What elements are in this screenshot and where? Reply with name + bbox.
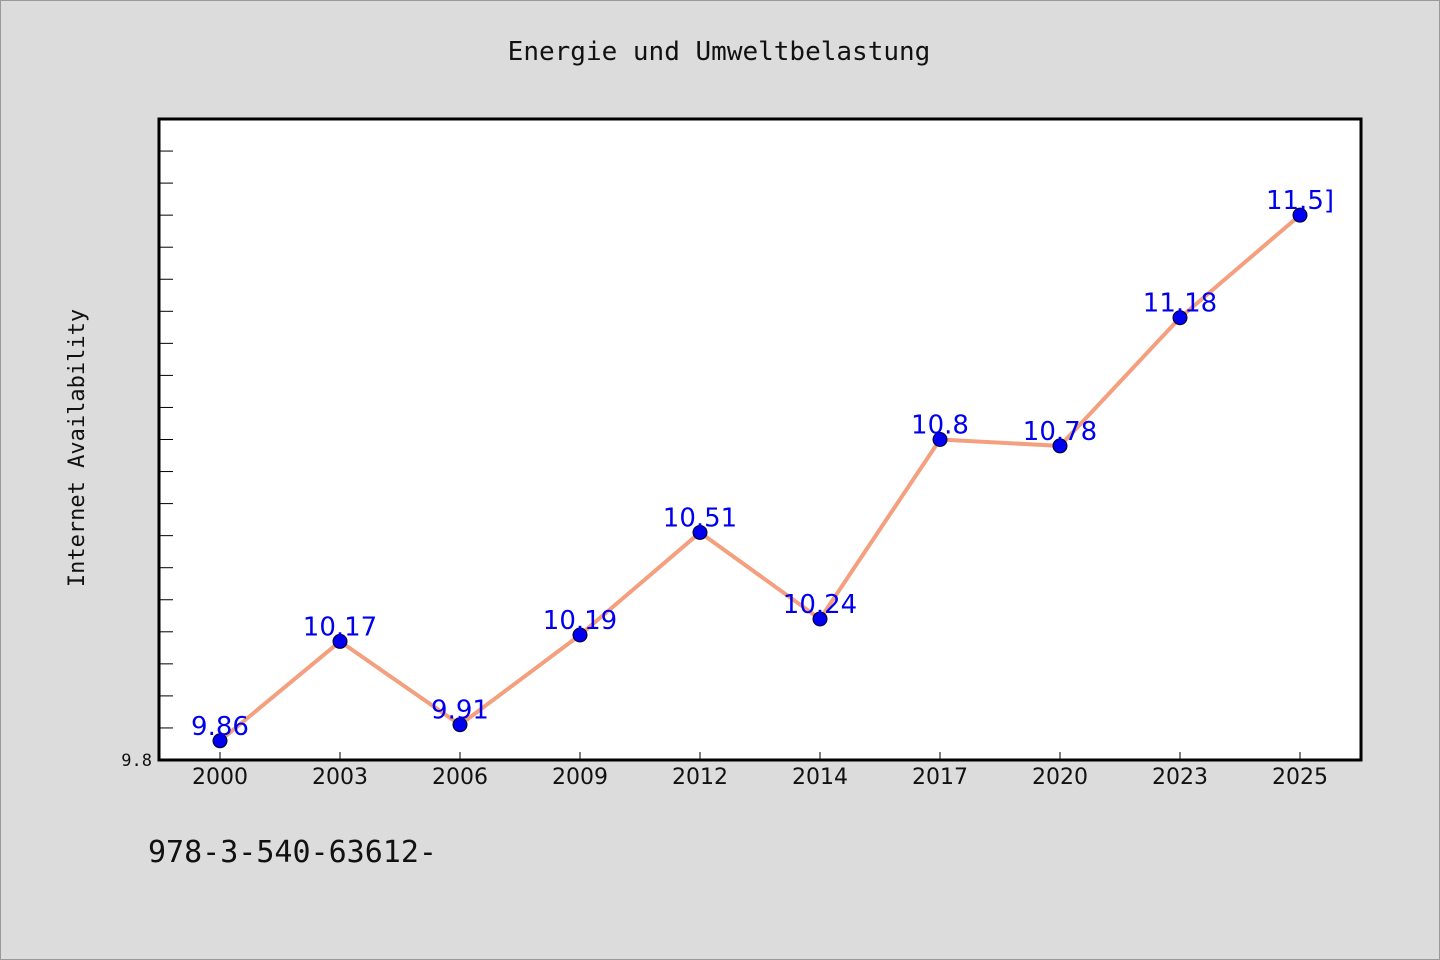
data-label: 11.5] — [1266, 186, 1334, 216]
x-tick-label: 2012 — [672, 765, 728, 790]
data-point — [1292, 207, 1308, 223]
data-point — [812, 611, 828, 627]
x-tick-label: 2025 — [1272, 765, 1328, 790]
data-label: 11.18 — [1143, 289, 1217, 319]
data-point — [332, 633, 348, 649]
footer-code: 978-3-540-63612- — [148, 835, 437, 870]
data-label: 9.91 — [431, 696, 489, 726]
plot-area — [157, 117, 1363, 762]
x-axis-ticks: 2000 2003 2006 2009 2012 2014 2017 2020 2023 2025 — [192, 752, 1328, 790]
data-point — [572, 627, 588, 643]
x-tick-label: 2006 — [432, 765, 488, 790]
x-tick-label: 2020 — [1032, 765, 1088, 790]
x-tick-label: 2003 — [312, 765, 368, 790]
data-point — [1172, 310, 1188, 326]
data-point — [692, 524, 708, 540]
data-point — [932, 432, 948, 447]
data-label: 9.86 — [191, 712, 249, 742]
data-point — [212, 733, 228, 749]
data-label: 10.17 — [303, 612, 377, 642]
series-group: 9.86 10.17 9.91 10.19 10.51 10.24 10.8 10.78 11.… — [191, 186, 1334, 749]
chart-title: Energie und Umweltbelastung — [508, 37, 931, 67]
y-tick-label: 9.8 — [121, 751, 152, 771]
y-axis-label: Internet Availability — [65, 309, 90, 587]
data-label: 10.19 — [543, 606, 617, 636]
x-tick-label: 2023 — [1152, 765, 1208, 790]
series-line — [218, 213, 1302, 743]
data-label: 10.24 — [783, 590, 857, 620]
x-tick-label: 2014 — [792, 765, 848, 790]
data-label: 10.51 — [663, 503, 737, 533]
data-point — [452, 717, 468, 733]
y-axis-ticks — [159, 150, 173, 761]
data-label: 10.78 — [1023, 417, 1097, 447]
x-tick-label: 2009 — [552, 765, 608, 790]
x-tick-label: 2017 — [912, 765, 968, 790]
data-label: 10.8 — [911, 411, 969, 441]
data-point — [1052, 438, 1068, 454]
x-tick-label: 2000 — [192, 765, 248, 790]
